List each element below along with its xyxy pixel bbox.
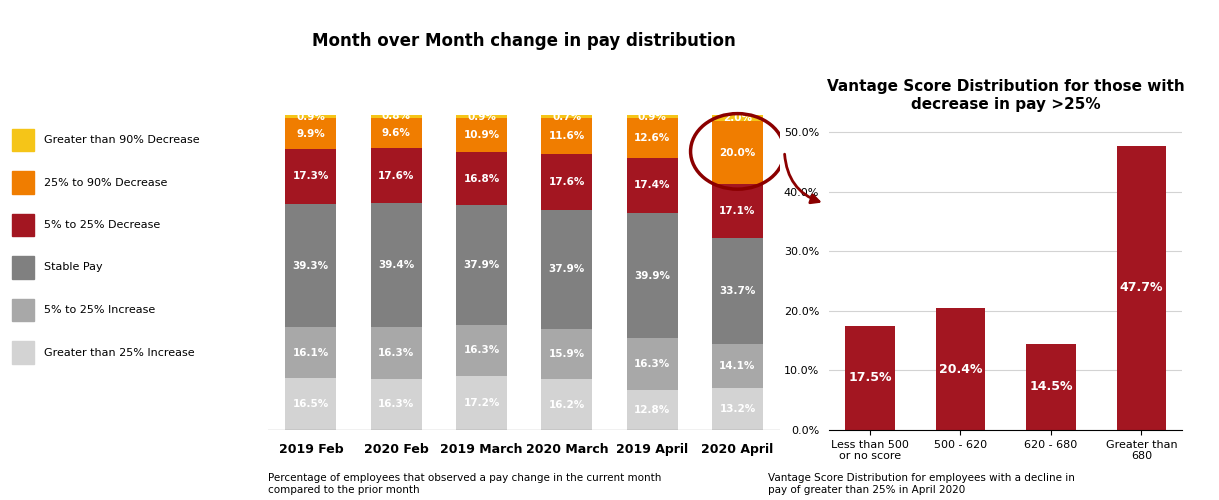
Bar xyxy=(285,118,336,149)
Text: 20.4%: 20.4% xyxy=(939,362,983,376)
Text: Greater than 90% Decrease: Greater than 90% Decrease xyxy=(44,135,200,145)
Bar xyxy=(456,376,507,430)
Text: 47.7%: 47.7% xyxy=(1120,282,1163,294)
Text: 17.5%: 17.5% xyxy=(848,372,891,384)
Text: 2020 March: 2020 March xyxy=(525,442,608,456)
Bar xyxy=(285,204,336,328)
Bar xyxy=(456,118,507,152)
Text: 5% to 25% Decrease: 5% to 25% Decrease xyxy=(44,220,160,230)
Text: 17.4%: 17.4% xyxy=(634,180,670,190)
Text: Percentage of employees that observed a pay change in the current month
compared: Percentage of employees that observed a … xyxy=(268,474,662,495)
Bar xyxy=(285,378,336,430)
Bar xyxy=(712,388,763,430)
Text: 17.6%: 17.6% xyxy=(549,177,585,187)
Text: 0.9%: 0.9% xyxy=(638,112,667,122)
Bar xyxy=(541,329,592,379)
Text: 39.3%: 39.3% xyxy=(293,260,329,270)
Text: 14.5%: 14.5% xyxy=(1029,380,1073,394)
Bar xyxy=(845,326,895,430)
Bar xyxy=(541,154,592,210)
Bar xyxy=(456,152,507,205)
Text: 16.3%: 16.3% xyxy=(378,400,414,409)
Bar xyxy=(541,118,592,154)
Bar xyxy=(456,324,507,376)
Text: 10.9%: 10.9% xyxy=(463,130,500,140)
Text: Greater than 25% Increase: Greater than 25% Increase xyxy=(44,348,195,358)
Bar xyxy=(285,328,336,378)
Bar xyxy=(285,149,336,204)
Bar xyxy=(456,205,507,324)
Text: 2019 March: 2019 March xyxy=(440,442,523,456)
Bar xyxy=(371,148,422,204)
Bar xyxy=(712,238,763,344)
Text: 2.0%: 2.0% xyxy=(723,113,752,123)
Text: Stable Pay: Stable Pay xyxy=(44,262,102,272)
Text: 17.2%: 17.2% xyxy=(463,398,500,408)
Text: 16.8%: 16.8% xyxy=(463,174,500,184)
Text: 17.1%: 17.1% xyxy=(719,206,756,216)
Bar xyxy=(456,115,507,118)
Bar xyxy=(627,390,678,430)
Text: 2019 Feb: 2019 Feb xyxy=(278,442,344,456)
Bar xyxy=(371,204,422,328)
Bar xyxy=(627,158,678,213)
Text: 25% to 90% Decrease: 25% to 90% Decrease xyxy=(44,178,167,188)
Text: 16.3%: 16.3% xyxy=(463,345,500,355)
Bar xyxy=(371,328,422,378)
Text: 39.4%: 39.4% xyxy=(378,260,414,270)
Text: 16.5%: 16.5% xyxy=(293,399,329,409)
Text: 2020 April: 2020 April xyxy=(701,442,774,456)
Text: 33.7%: 33.7% xyxy=(719,286,756,296)
Bar xyxy=(285,115,336,118)
Bar xyxy=(371,378,422,430)
Text: 20.0%: 20.0% xyxy=(719,148,756,158)
Title: Vantage Score Distribution for those with
decrease in pay >25%: Vantage Score Distribution for those wit… xyxy=(826,80,1185,112)
Bar xyxy=(712,344,763,389)
Text: 17.6%: 17.6% xyxy=(378,170,414,180)
Text: 16.1%: 16.1% xyxy=(293,348,329,358)
Bar xyxy=(712,184,763,238)
Bar xyxy=(627,118,678,158)
Text: 0.9%: 0.9% xyxy=(467,112,496,122)
Text: 13.2%: 13.2% xyxy=(719,404,756,414)
Text: 12.6%: 12.6% xyxy=(634,133,670,143)
Text: 5% to 25% Increase: 5% to 25% Increase xyxy=(44,305,155,315)
Text: 0.7%: 0.7% xyxy=(552,112,581,122)
Text: Vantage Score Distribution for employees with a decline in
pay of greater than 2: Vantage Score Distribution for employees… xyxy=(768,474,1075,495)
Text: 11.6%: 11.6% xyxy=(549,131,585,141)
Bar xyxy=(935,308,985,430)
Text: 2020 Feb: 2020 Feb xyxy=(363,442,429,456)
Text: 39.9%: 39.9% xyxy=(634,270,670,280)
Text: 16.3%: 16.3% xyxy=(378,348,414,358)
Text: 37.9%: 37.9% xyxy=(463,260,500,270)
Bar xyxy=(627,116,678,118)
Bar xyxy=(627,338,678,390)
Bar xyxy=(712,115,763,121)
Bar xyxy=(541,210,592,329)
Text: 15.9%: 15.9% xyxy=(549,349,585,359)
Text: 0.8%: 0.8% xyxy=(382,112,411,122)
Text: 0.9%: 0.9% xyxy=(296,112,325,122)
Text: 37.9%: 37.9% xyxy=(549,264,585,274)
Text: 17.3%: 17.3% xyxy=(293,172,329,181)
Bar xyxy=(1117,146,1167,430)
Bar xyxy=(1026,344,1076,430)
Bar xyxy=(712,121,763,184)
Text: Month over Month change in pay distribution: Month over Month change in pay distribut… xyxy=(312,32,736,50)
Text: 16.3%: 16.3% xyxy=(634,359,670,369)
Text: 16.2%: 16.2% xyxy=(549,400,585,409)
Bar xyxy=(541,116,592,117)
Bar xyxy=(371,118,422,148)
Bar xyxy=(541,379,592,430)
Text: 9.6%: 9.6% xyxy=(382,128,411,138)
Text: 9.9%: 9.9% xyxy=(296,128,325,138)
Text: 12.8%: 12.8% xyxy=(634,405,670,415)
Bar xyxy=(371,115,422,117)
Bar xyxy=(627,213,678,338)
Text: 14.1%: 14.1% xyxy=(719,361,756,371)
Text: 2019 April: 2019 April xyxy=(616,442,689,456)
